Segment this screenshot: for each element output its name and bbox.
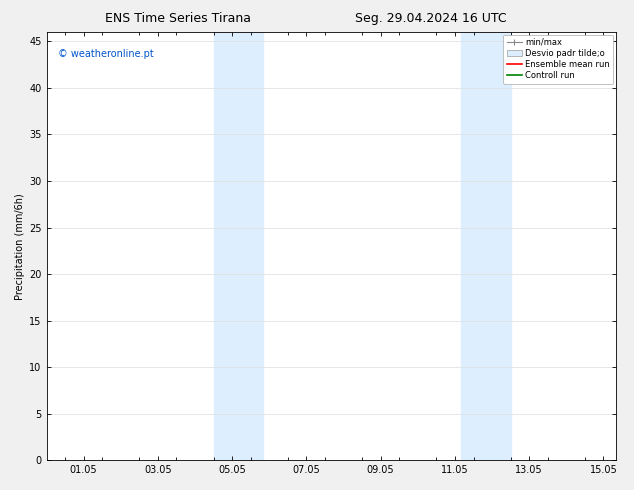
Legend: min/max, Desvio padr tilde;o, Ensemble mean run, Controll run: min/max, Desvio padr tilde;o, Ensemble m…	[503, 35, 613, 84]
Text: ENS Time Series Tirana: ENS Time Series Tirana	[105, 12, 250, 25]
Text: Seg. 29.04.2024 16 UTC: Seg. 29.04.2024 16 UTC	[355, 12, 507, 25]
Bar	[214, 32, 263, 460]
Text: © weatheronline.pt: © weatheronline.pt	[58, 49, 153, 59]
Bar	[462, 32, 510, 460]
Y-axis label: Precipitation (mm/6h): Precipitation (mm/6h)	[15, 193, 25, 299]
